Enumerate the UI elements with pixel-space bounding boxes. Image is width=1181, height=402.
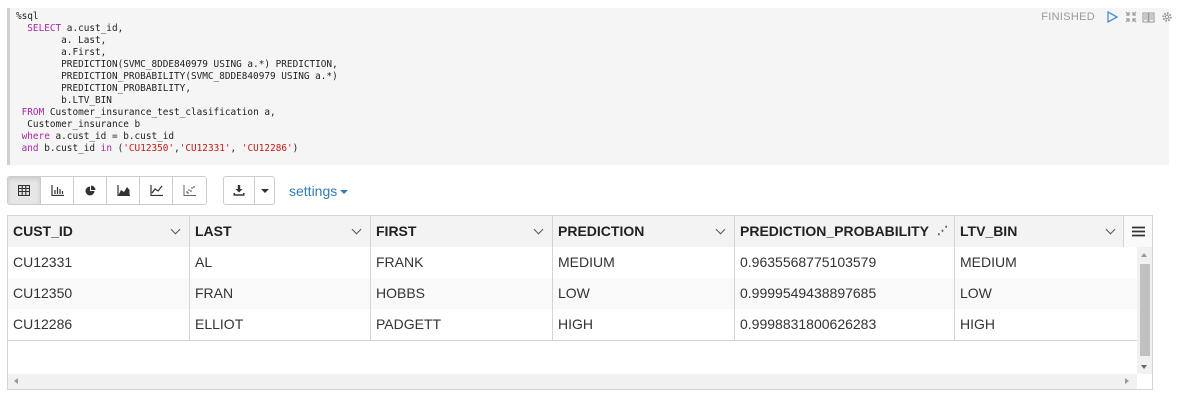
- cell-last: ELLIOT: [190, 309, 371, 340]
- cell-first: FRANK: [371, 247, 553, 278]
- cell-cust-id: CU12350: [8, 278, 190, 309]
- cell-prediction: LOW: [553, 278, 735, 309]
- column-header-first[interactable]: FIRST: [371, 216, 553, 247]
- cell-prediction-probability: 0.9998831800626283: [735, 309, 955, 340]
- scatter-chart-button[interactable]: [173, 177, 206, 204]
- download-button[interactable]: [224, 177, 255, 204]
- code-line: a. Last,: [16, 35, 107, 46]
- scroll-right-icon[interactable]: [1125, 378, 1129, 384]
- cell-ltv-bin: MEDIUM: [960, 254, 1017, 270]
- sort-icon: ⋰: [935, 216, 948, 247]
- book-icon[interactable]: [1142, 10, 1155, 23]
- column-header-cust-id[interactable]: CUST_ID: [8, 216, 190, 247]
- column-header-label: LTV_BIN: [960, 223, 1018, 239]
- code-line: and b.cust_id in ('CU12350','CU12331', '…: [16, 143, 299, 154]
- cell-prediction: MEDIUM: [553, 247, 735, 278]
- download-menu-toggle[interactable]: [255, 177, 274, 204]
- column-header-label: LAST: [195, 223, 232, 239]
- cell-last: AL: [190, 247, 371, 278]
- column-header-label: FIRST: [376, 223, 417, 239]
- run-icon[interactable]: [1106, 10, 1119, 23]
- table-row[interactable]: CU12350 FRAN HOBBS LOW 0.999954943889768…: [8, 278, 1137, 310]
- column-header-label: PREDICTION: [558, 223, 645, 239]
- line-chart-button[interactable]: [140, 177, 173, 204]
- table-row[interactable]: CU12286 ELLIOT PADGETT HIGH 0.9998831800…: [8, 309, 1137, 341]
- table-icon: [18, 185, 30, 196]
- cell-cust-id: CU12331: [8, 247, 190, 278]
- code-editor[interactable]: %sql SELECT a.cust_id, a. Last, a.First,…: [7, 8, 1169, 165]
- bar-chart-icon: [50, 185, 64, 196]
- table-header: CUST_ID LAST FIRST PREDICTION PREDICTION…: [8, 216, 1152, 248]
- code-line: b.LTV_BIN: [16, 95, 112, 106]
- vertical-scroll-thumb[interactable]: [1140, 264, 1150, 356]
- cell-prediction: HIGH: [553, 309, 735, 340]
- cell-first: HOBBS: [371, 278, 553, 309]
- download-dropdown: [223, 176, 275, 205]
- code-line: PREDICTION(SVMC_8DDE840979 USING a.*) PR…: [16, 59, 338, 70]
- cell-cust-id: CU12286: [8, 309, 190, 340]
- settings-dropdown[interactable]: settings: [289, 182, 349, 199]
- paragraph-controls: [1106, 10, 1173, 23]
- chevron-down-icon[interactable]: [1105, 224, 1116, 235]
- download-icon: [233, 185, 245, 196]
- chevron-down-icon[interactable]: [533, 224, 544, 235]
- line-chart-icon: [149, 185, 163, 196]
- chevron-down-icon: [340, 189, 349, 194]
- settings-label: settings: [289, 182, 338, 199]
- cell-last: FRAN: [190, 278, 371, 309]
- column-header-prediction-probability[interactable]: PREDICTION_PROBABILITY ⋰: [735, 216, 955, 247]
- scroll-left-icon[interactable]: [14, 378, 18, 384]
- cell-prediction-probability: 0.9999549438897685: [735, 278, 955, 309]
- cell-ltv-bin: LOW: [960, 285, 992, 301]
- sql-code[interactable]: %sql SELECT a.cust_id, a. Last, a.First,…: [16, 11, 338, 155]
- visualization-buttons: [7, 176, 207, 205]
- results-table: CUST_ID LAST FIRST PREDICTION PREDICTION…: [7, 215, 1153, 390]
- code-line: Customer_insurance b: [16, 119, 141, 130]
- horizontal-scrollbar[interactable]: [8, 374, 1137, 389]
- chevron-down-icon[interactable]: [170, 224, 181, 235]
- scroll-down-icon[interactable]: [1141, 365, 1147, 369]
- column-header-ltv-bin[interactable]: LTV_BIN: [955, 216, 1125, 247]
- table-view-button[interactable]: [8, 177, 41, 204]
- cell-ltv-bin: HIGH: [960, 316, 995, 332]
- bar-chart-button[interactable]: [41, 177, 74, 204]
- gear-icon[interactable]: [1160, 10, 1173, 23]
- expand-icon[interactable]: [1124, 10, 1137, 23]
- area-chart-button[interactable]: [107, 177, 140, 204]
- column-header-label: PREDICTION_PROBABILITY: [740, 223, 930, 239]
- table-row[interactable]: CU12331 AL FRANK MEDIUM 0.96355687751035…: [8, 247, 1137, 279]
- pie-chart-button[interactable]: [74, 177, 107, 204]
- column-header-prediction[interactable]: PREDICTION: [553, 216, 735, 247]
- chevron-down-icon[interactable]: [351, 224, 362, 235]
- area-chart-icon: [116, 185, 130, 196]
- scroll-up-icon[interactable]: [1141, 253, 1147, 257]
- code-line: where a.cust_id = b.cust_id: [16, 131, 175, 142]
- pie-chart-icon: [85, 185, 96, 195]
- code-line: PREDICTION_PROBABILITY(SVMC_8DDE840979 U…: [16, 71, 338, 82]
- column-header-last[interactable]: LAST: [190, 216, 371, 247]
- scatter-chart-icon: [183, 185, 196, 196]
- status-label: FINISHED: [1041, 11, 1095, 23]
- code-line: %sql: [16, 11, 39, 22]
- code-line: PREDICTION_PROBABILITY,: [16, 83, 191, 94]
- visualization-toolbar: settings: [7, 176, 349, 205]
- column-header-label: CUST_ID: [13, 223, 73, 239]
- menu-icon: [1131, 226, 1145, 237]
- code-line: SELECT a.cust_id,: [16, 23, 124, 34]
- vertical-scrollbar[interactable]: [1137, 247, 1152, 374]
- chevron-down-icon: [260, 188, 269, 193]
- chevron-down-icon[interactable]: [715, 224, 726, 235]
- grid-menu-button[interactable]: [1123, 216, 1152, 247]
- cell-first: PADGETT: [371, 309, 553, 340]
- code-line: FROM Customer_insurance_test_clasificati…: [16, 107, 276, 118]
- cell-prediction-probability: 0.9635568775103579: [735, 247, 955, 278]
- code-line: a.First,: [16, 47, 107, 58]
